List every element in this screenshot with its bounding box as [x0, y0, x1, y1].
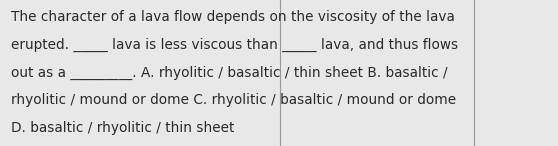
Text: D. basaltic / rhyolitic / thin sheet: D. basaltic / rhyolitic / thin sheet: [11, 121, 234, 135]
Text: The character of a lava flow depends on the viscosity of the lava: The character of a lava flow depends on …: [11, 10, 455, 24]
Text: rhyolitic / mound or dome C. rhyolitic / basaltic / mound or dome: rhyolitic / mound or dome C. rhyolitic /…: [11, 93, 456, 107]
Text: erupted. _____ lava is less viscous than _____ lava, and thus flows: erupted. _____ lava is less viscous than…: [11, 38, 458, 52]
Text: out as a _________. A. rhyolitic / basaltic / thin sheet B. basaltic /: out as a _________. A. rhyolitic / basal…: [11, 66, 448, 80]
